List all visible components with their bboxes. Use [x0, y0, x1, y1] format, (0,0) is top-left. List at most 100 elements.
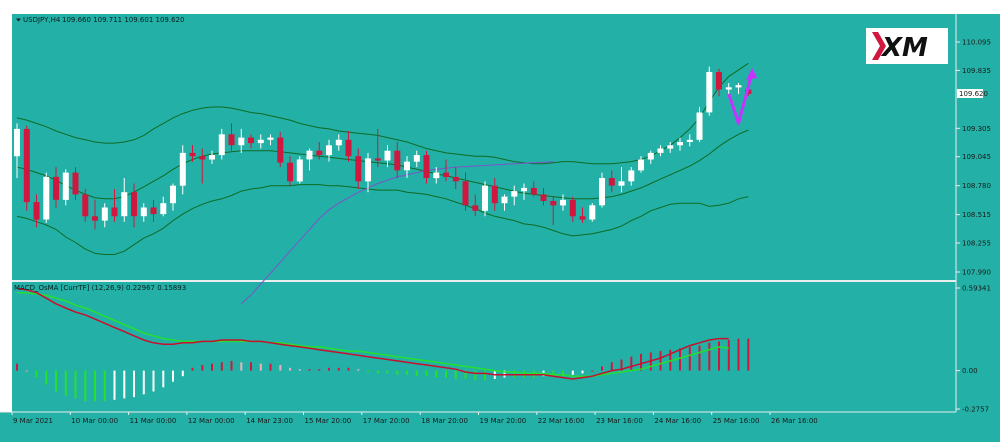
candle-body	[667, 145, 674, 149]
time-tick-label: 26 Mar 16:00	[771, 417, 818, 425]
dropdown-triangle-icon[interactable]	[16, 18, 21, 22]
histogram-bar	[464, 370, 467, 379]
histogram-bar	[269, 363, 272, 371]
xm-logo: XM	[866, 28, 948, 64]
histogram-bar	[562, 370, 564, 377]
candle-body	[14, 128, 20, 157]
histogram-bar	[474, 370, 477, 381]
histogram-bar	[55, 370, 57, 392]
price-tick-label: 109.835	[962, 67, 991, 75]
price-tick-label: 108.780	[962, 182, 991, 190]
histogram-bar	[484, 370, 486, 381]
histogram-bar	[289, 367, 291, 371]
candle-body	[365, 158, 371, 182]
candle-body	[521, 187, 527, 192]
macd-tick-label: 0.59341	[962, 285, 991, 293]
histogram-bar	[396, 370, 399, 375]
histogram-bar	[386, 370, 389, 374]
candle-body	[92, 216, 98, 221]
candle-body	[657, 148, 664, 153]
price-axis	[956, 14, 1000, 412]
macd-lines	[16, 287, 729, 380]
candle-body	[23, 128, 30, 203]
histogram-bar	[718, 341, 720, 371]
candle-body	[638, 159, 644, 171]
histogram-bar	[318, 369, 321, 371]
histogram-bar	[103, 370, 106, 402]
candle-body	[501, 196, 508, 204]
histogram-bar	[571, 370, 574, 375]
candle-body	[482, 185, 488, 211]
histogram-bar	[552, 370, 555, 377]
candle-body	[199, 156, 206, 160]
logo-text: XM	[880, 33, 928, 63]
ohlc-values: 109.660 109.711 109.601 109.620	[62, 16, 184, 24]
histogram-bar	[298, 369, 301, 371]
histogram-bar	[601, 366, 603, 371]
histogram-bar	[45, 370, 48, 385]
bollinger-lower-line	[16, 184, 749, 255]
histogram-bar	[610, 362, 613, 371]
histogram-bar	[230, 360, 233, 371]
histogram-bar	[201, 365, 204, 371]
candle-body	[579, 216, 586, 220]
symbol-info: USDJPY,H4	[23, 16, 61, 24]
candle-body	[511, 191, 518, 197]
histogram-bar	[425, 370, 428, 377]
histogram-bar	[191, 367, 194, 371]
histogram-bar	[454, 370, 457, 379]
histogram-bar	[347, 367, 350, 371]
histogram-bar	[737, 338, 740, 371]
histogram-bar	[406, 370, 408, 375]
candle-body	[209, 155, 215, 160]
candle-body	[170, 185, 176, 204]
candle-body	[33, 202, 40, 220]
candle-body	[238, 137, 245, 146]
arrow-head-icon	[746, 68, 758, 81]
histogram-bar	[113, 370, 116, 400]
histogram-bar	[357, 369, 360, 371]
price-panel[interactable]	[12, 14, 956, 280]
time-tick-label: 12 Mar 00:00	[188, 417, 235, 425]
candle-body	[599, 178, 605, 206]
candle-body	[179, 152, 186, 186]
candle-body	[550, 201, 557, 206]
symbol-header: USDJPY,H4 109.660 109.711 109.601 109.62…	[16, 16, 184, 24]
histogram-bar	[172, 370, 174, 382]
candle-body	[706, 72, 713, 113]
candle-body	[306, 150, 313, 160]
candle-body	[82, 194, 89, 217]
candles	[14, 66, 752, 230]
histogram-bar	[659, 351, 662, 371]
time-tick-label: 19 Mar 20:00	[480, 417, 527, 425]
histogram-bar	[435, 370, 438, 378]
candle-body	[443, 172, 449, 177]
histogram-bar	[259, 363, 262, 371]
candle-body	[296, 159, 303, 182]
candle-body	[355, 156, 362, 182]
candle-body	[287, 162, 293, 182]
price-ticks: 110.095 109.835 109.305 109.045 108.780 108.5…	[956, 39, 991, 277]
candle-body	[696, 112, 703, 140]
histogram-bar	[211, 363, 213, 371]
candle-body	[472, 205, 479, 211]
candle-body	[72, 172, 79, 195]
bollinger-middle-line	[16, 129, 749, 200]
current-price-tag: 109.620	[957, 89, 988, 98]
candle-body	[725, 87, 732, 90]
histogram-bar	[35, 370, 38, 378]
candle-body	[404, 161, 410, 171]
histogram-bar	[376, 370, 379, 374]
price-tick-label: 108.255	[962, 240, 991, 248]
candle-body	[53, 176, 59, 200]
histogram-bar	[640, 353, 642, 371]
histogram-bar	[328, 367, 330, 371]
time-tick-label: 9 Mar 2021	[13, 417, 53, 425]
candle-body	[560, 199, 566, 206]
macd-ticks: 0.59341 0.00 -0.2757	[956, 285, 991, 414]
bollinger-bands	[16, 62, 749, 255]
time-tick-label: 24 Mar 16:00	[654, 417, 701, 425]
price-tick-label: 109.045	[962, 153, 991, 161]
macd-panel[interactable]	[12, 282, 956, 412]
